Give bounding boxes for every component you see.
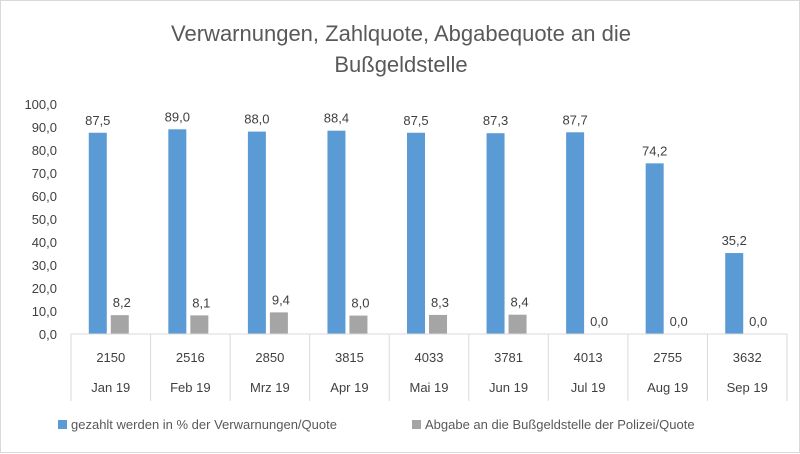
bar-quote [486, 133, 505, 334]
bar-abgabe [349, 315, 368, 334]
data-label: 8,1 [192, 295, 210, 310]
data-label: 74,2 [642, 143, 667, 158]
category-count: 3781 [494, 350, 523, 365]
category-count: 3815 [335, 350, 364, 365]
y-tick-label: 80,0 [32, 143, 57, 158]
category-label: Apr 19 [330, 380, 368, 395]
y-tick-label: 70,0 [32, 166, 57, 181]
y-tick-label: 20,0 [32, 281, 57, 296]
data-label: 0,0 [749, 314, 767, 329]
y-tick-label: 90,0 [32, 120, 57, 135]
y-tick-label: 50,0 [32, 212, 57, 227]
category-label: Aug 19 [647, 380, 688, 395]
bar-quote [247, 131, 266, 334]
category-count: 4013 [574, 350, 603, 365]
bar-quote [327, 130, 346, 334]
y-tick-label: 40,0 [32, 235, 57, 250]
category-count: 2150 [96, 350, 125, 365]
bar-abgabe [429, 314, 447, 334]
data-label: 0,0 [590, 314, 608, 329]
category-label: Jan 19 [91, 380, 130, 395]
data-label: 35,2 [722, 233, 747, 248]
category-label: Mai 19 [409, 380, 448, 395]
bar-quote [407, 132, 425, 334]
data-label: 8,0 [351, 296, 369, 311]
bars [88, 129, 744, 334]
category-label: Mrz 19 [250, 380, 290, 395]
legend-swatch [58, 420, 67, 429]
data-label: 87,3 [483, 113, 508, 128]
data-label: 89,0 [165, 109, 190, 124]
data-label: 9,4 [272, 292, 290, 307]
y-tick-label: 10,0 [32, 304, 57, 319]
category-label: Sep 19 [727, 380, 768, 395]
category-label: Jun 19 [489, 380, 528, 395]
category-count: 2850 [255, 350, 284, 365]
bar-quote [88, 132, 107, 334]
category-count: 4033 [415, 350, 444, 365]
data-label: 88,4 [324, 111, 349, 126]
bar-abgabe [269, 312, 288, 334]
bar-quote [566, 132, 585, 334]
bar-quote [725, 253, 744, 334]
data-label: 87,5 [403, 113, 428, 128]
category-count: 2755 [653, 350, 682, 365]
bar-abgabe [190, 315, 209, 334]
bar-quote [645, 163, 664, 334]
y-tick-label: 60,0 [32, 189, 57, 204]
bar-quote [168, 129, 187, 334]
bar-abgabe [110, 315, 129, 334]
category-count: 2516 [176, 350, 205, 365]
category-label: Feb 19 [170, 380, 210, 395]
data-label: 87,7 [562, 112, 587, 127]
legend-swatch [412, 420, 421, 429]
chart-title-line-2: Bußgeldstelle [334, 52, 467, 77]
category-label: Jul 19 [571, 380, 606, 395]
data-label: 8,3 [431, 295, 449, 310]
data-label: 8,2 [113, 295, 131, 310]
data-label: 88,0 [244, 112, 269, 127]
y-axis: 0,0 10,0 20,0 30,0 40,0 50,0 60,0 70,0 80,0 90,0 1… [24, 97, 57, 342]
bar-abgabe [508, 314, 527, 334]
category-count: 3632 [733, 350, 762, 365]
data-label: 8,4 [511, 295, 529, 310]
y-tick-label: 0,0 [39, 327, 57, 342]
category-table: 2150 Jan 19 2516 Feb 19 2850 Mrz 19 3815 Apr 19… [70, 333, 788, 401]
data-label: 87,5 [85, 113, 110, 128]
legend-label: Abgabe an die Bußgeldstelle der Polizei/… [425, 417, 695, 432]
chart-title-line-1: Verwarnungen, Zahlquote, Abgabequote an … [171, 21, 631, 46]
data-label: 0,0 [670, 314, 688, 329]
y-tick-label: 30,0 [32, 258, 57, 273]
legend: gezahlt werden in % der Verwarnungen/Quo… [58, 417, 695, 432]
legend-label: gezahlt werden in % der Verwarnungen/Quo… [71, 417, 337, 432]
y-tick-label: 100,0 [24, 97, 57, 112]
data-labels: 87,5 89,0 88,0 88,4 87,5 87,3 87,7 74,2 35,2 8,2 8… [85, 109, 767, 329]
